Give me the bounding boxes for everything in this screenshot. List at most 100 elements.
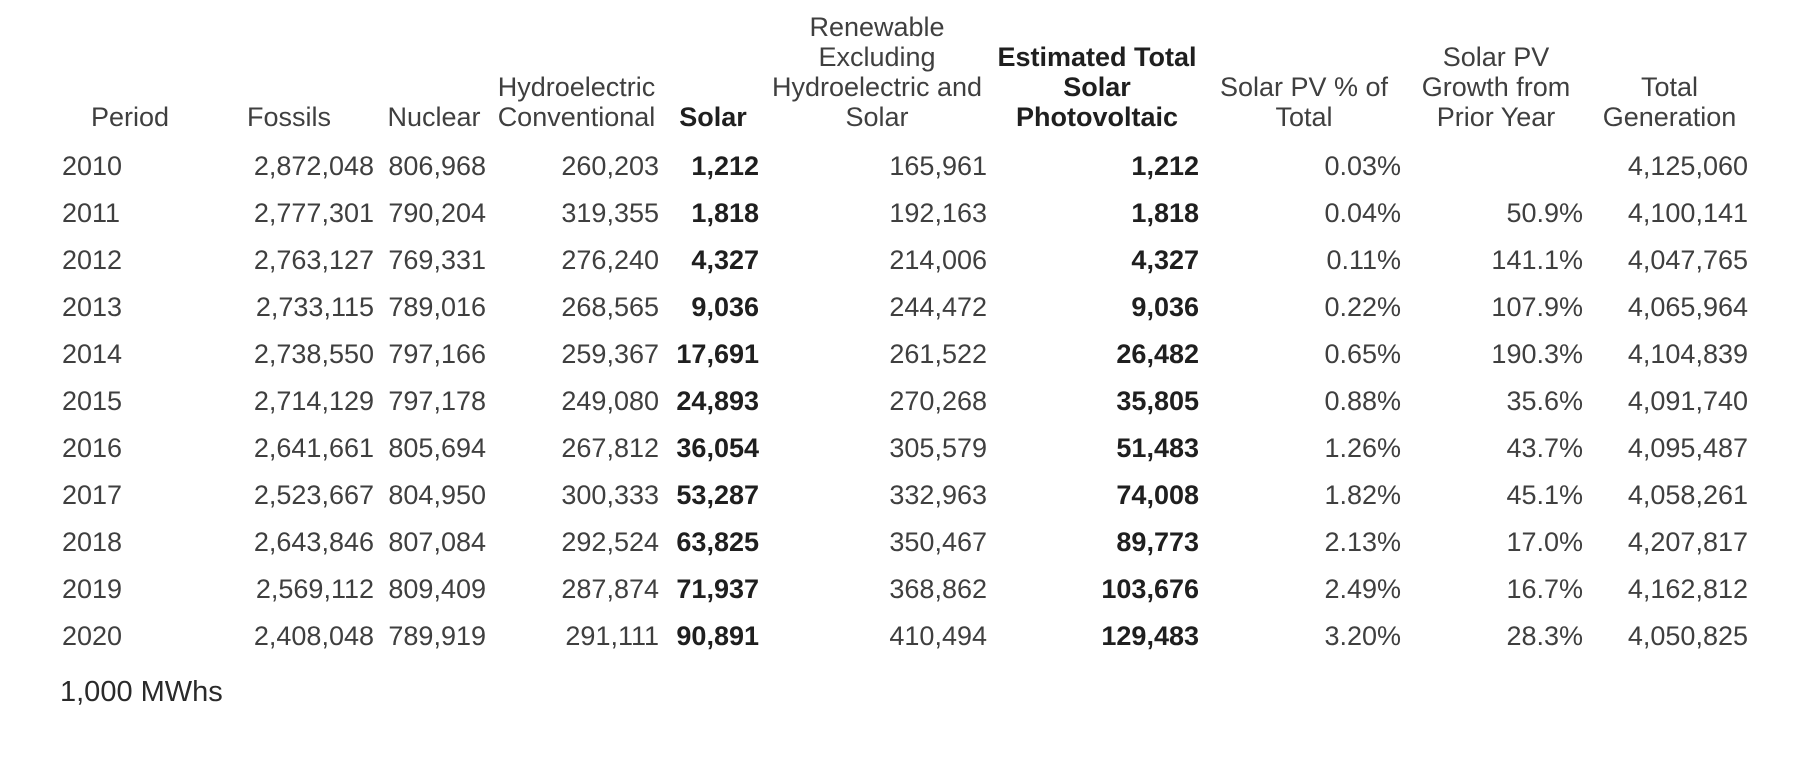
cell-solar-pv-growth: 45.1%: [1506, 480, 1583, 510]
col-header-solar-pv-growth: Solar PV Growth from Prior Year: [1421, 42, 1571, 132]
cell-solar-pv-pct: 1.82%: [1324, 480, 1401, 510]
cell-period: 2011: [62, 198, 121, 228]
cell-renewable-excl: 332,963: [889, 480, 987, 510]
cell-est-total-solar-pv: 51,483: [1116, 433, 1199, 463]
cell-nuclear: 809,409: [388, 574, 486, 604]
cell-solar-pv-pct: 0.22%: [1324, 292, 1401, 322]
cell-renewable-excl: 410,494: [889, 621, 987, 651]
cell-solar-pv-pct: 3.20%: [1324, 621, 1401, 651]
cell-solar: 36,054: [676, 433, 759, 463]
col-header-fossils: Fossils: [246, 102, 331, 132]
cell-solar-pv-pct: 0.65%: [1324, 339, 1401, 369]
cell-renewable-excl: 261,522: [889, 339, 987, 369]
cell-renewable-excl: 305,579: [889, 433, 987, 463]
generation-data-page: Period Fossils Nuclear Hydroelectric Conven…: [0, 12, 1805, 767]
cell-period: 2016: [62, 433, 123, 463]
cell-fossils: 2,763,127: [253, 245, 374, 275]
cell-solar: 1,818: [691, 198, 759, 228]
cell-nuclear: 807,084: [388, 527, 486, 557]
cell-hydro-conventional: 249,080: [561, 386, 659, 416]
table-row: 2016 2,641,661 805,694 267,812 36,054 305,579…: [60, 425, 1752, 472]
col-header-renewable-excl: Renewable Excluding Hydroelectric and So…: [771, 12, 983, 132]
table-row: 2017 2,523,667 804,950 300,333 53,287 332,963…: [60, 472, 1752, 519]
cell-solar: 9,036: [691, 292, 759, 322]
cell-period: 2010: [62, 151, 123, 181]
cell-hydro-conventional: 259,367: [561, 339, 659, 369]
cell-solar: 4,327: [691, 245, 759, 275]
cell-fossils: 2,714,129: [253, 386, 374, 416]
table-row: 2011 2,777,301 790,204 319,355 1,818 192,163 1…: [60, 190, 1752, 237]
cell-period: 2017: [62, 480, 123, 510]
cell-solar-pv-growth: 141.1%: [1491, 245, 1583, 275]
cell-period: 2013: [62, 292, 123, 322]
cell-solar-pv-growth: 28.3%: [1506, 621, 1583, 651]
cell-fossils: 2,641,661: [253, 433, 374, 463]
cell-fossils: 2,643,846: [253, 527, 374, 557]
cell-period: 2012: [62, 245, 123, 275]
cell-hydro-conventional: 260,203: [561, 151, 659, 181]
table-row: 2010 2,872,048 806,968 260,203 1,212 165,961 1…: [60, 143, 1752, 190]
generation-table: Period Fossils Nuclear Hydroelectric Conven…: [60, 12, 1752, 660]
cell-solar-pv-growth: 190.3%: [1491, 339, 1583, 369]
cell-solar-pv-pct: 2.13%: [1324, 527, 1401, 557]
col-header-total-generation: Total Generation: [1602, 72, 1737, 132]
cell-fossils: 2,777,301: [253, 198, 374, 228]
table-row: 2018 2,643,846 807,084 292,524 63,825 350,467…: [60, 519, 1752, 566]
cell-hydro-conventional: 300,333: [561, 480, 659, 510]
cell-est-total-solar-pv: 1,818: [1131, 198, 1199, 228]
cell-total-generation: 4,104,839: [1627, 339, 1748, 369]
cell-renewable-excl: 270,268: [889, 386, 987, 416]
cell-total-generation: 4,065,964: [1627, 292, 1748, 322]
cell-solar-pv-growth: 17.0%: [1506, 527, 1583, 557]
cell-total-generation: 4,162,812: [1627, 574, 1748, 604]
col-header-nuclear: Nuclear: [387, 102, 481, 132]
cell-fossils: 2,872,048: [253, 151, 374, 181]
cell-solar: 90,891: [676, 621, 759, 651]
cell-est-total-solar-pv: 35,805: [1116, 386, 1199, 416]
cell-solar-pv-growth: 43.7%: [1506, 433, 1583, 463]
cell-est-total-solar-pv: 89,773: [1116, 527, 1199, 557]
cell-total-generation: 4,207,817: [1627, 527, 1748, 557]
cell-hydro-conventional: 276,240: [561, 245, 659, 275]
cell-hydro-conventional: 268,565: [561, 292, 659, 322]
cell-renewable-excl: 214,006: [889, 245, 987, 275]
cell-total-generation: 4,058,261: [1627, 480, 1748, 510]
cell-est-total-solar-pv: 103,676: [1101, 574, 1199, 604]
cell-solar-pv-pct: 0.11%: [1326, 245, 1401, 275]
cell-nuclear: 806,968: [388, 151, 486, 181]
table-row: 2020 2,408,048 789,919 291,111 90,891 410,494…: [60, 613, 1752, 660]
cell-solar-pv-growth: 16.7%: [1506, 574, 1583, 604]
cell-est-total-solar-pv: 9,036: [1131, 292, 1199, 322]
cell-nuclear: 790,204: [388, 198, 486, 228]
cell-solar-pv-pct: 0.03%: [1324, 151, 1401, 181]
cell-hydro-conventional: 287,874: [561, 574, 659, 604]
cell-est-total-solar-pv: 4,327: [1131, 245, 1199, 275]
table-row: 2014 2,738,550 797,166 259,367 17,691 261,522…: [60, 331, 1752, 378]
cell-solar-pv-growth: 107.9%: [1491, 292, 1583, 322]
cell-nuclear: 797,166: [388, 339, 486, 369]
cell-solar: 24,893: [676, 386, 759, 416]
col-header-est-total-solar-pv: Estimated Total Solar Photovoltaic: [997, 42, 1197, 132]
cell-period: 2014: [62, 339, 123, 369]
cell-solar: 53,287: [676, 480, 759, 510]
cell-renewable-excl: 350,467: [889, 527, 987, 557]
cell-renewable-excl: 165,961: [889, 151, 987, 181]
col-header-period: Period: [90, 102, 170, 132]
cell-hydro-conventional: 292,524: [561, 527, 659, 557]
cell-solar-pv-pct: 1.26%: [1324, 433, 1401, 463]
cell-est-total-solar-pv: 129,483: [1101, 621, 1199, 651]
cell-total-generation: 4,091,740: [1627, 386, 1748, 416]
table-row: 2012 2,763,127 769,331 276,240 4,327 214,006 4…: [60, 237, 1752, 284]
cell-est-total-solar-pv: 26,482: [1116, 339, 1199, 369]
cell-nuclear: 789,016: [388, 292, 486, 322]
cell-total-generation: 4,050,825: [1627, 621, 1748, 651]
table-row: 2013 2,733,115 789,016 268,565 9,036 244,472 9…: [60, 284, 1752, 331]
cell-total-generation: 4,047,765: [1627, 245, 1748, 275]
cell-period: 2015: [62, 386, 123, 416]
col-header-solar: Solar: [679, 102, 747, 132]
cell-renewable-excl: 244,472: [889, 292, 987, 322]
cell-solar: 1,212: [691, 151, 759, 181]
cell-period: 2018: [62, 527, 123, 557]
cell-solar: 71,937: [676, 574, 759, 604]
cell-fossils: 2,738,550: [253, 339, 374, 369]
